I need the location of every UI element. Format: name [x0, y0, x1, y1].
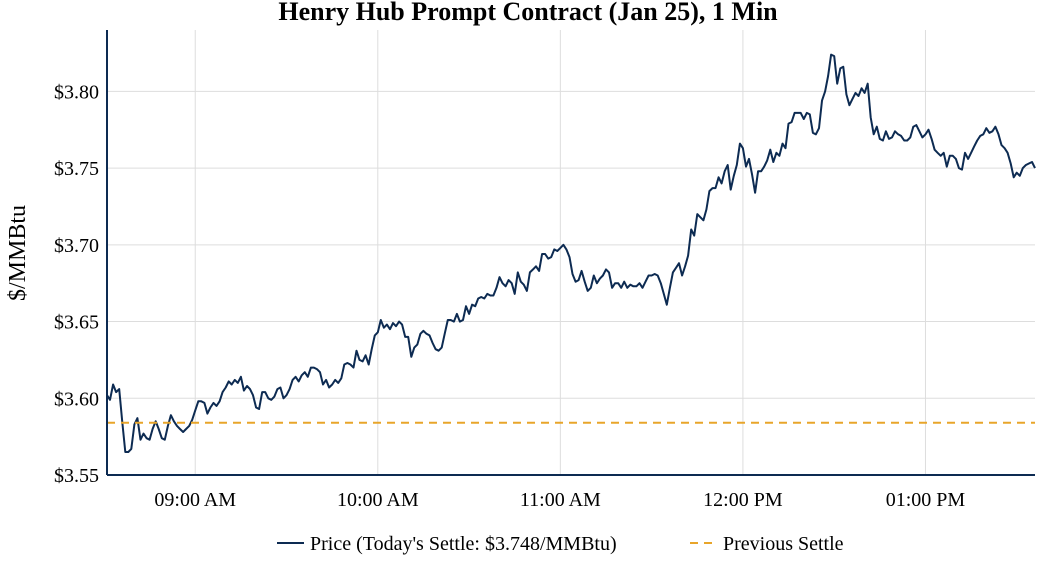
y-tick-label: $3.75 [54, 158, 99, 180]
y-tick-label: $3.80 [54, 81, 99, 103]
grid [107, 30, 1035, 475]
x-tick-label: 11:00 AM [520, 489, 601, 511]
y-tick-label: $3.60 [54, 388, 99, 410]
x-tick-label: 10:00 AM [337, 489, 419, 511]
price-line [106, 53, 1036, 453]
x-tick-label: 12:00 PM [703, 489, 783, 511]
y-axis-label: $/MMBtu [5, 205, 31, 301]
legend: Price (Today's Settle: $3.748/MMBtu) Prev… [277, 533, 844, 555]
x-tick-label: 09:00 AM [154, 489, 236, 511]
legend-label-price: Price (Today's Settle: $3.748/MMBtu) [310, 533, 617, 555]
chart-title: Henry Hub Prompt Contract (Jan 25), 1 Mi… [278, 0, 778, 26]
series-layer [106, 53, 1036, 453]
y-tick-label: $3.70 [54, 235, 99, 257]
y-tick-label: $3.55 [54, 465, 99, 487]
y-tick-label: $3.65 [54, 312, 99, 334]
legend-label-previous-settle: Previous Settle [723, 533, 844, 555]
axes: $3.55 $3.60 $3.65 $3.70 $3.75 $3.80 09:00 AM 10… [54, 30, 1035, 511]
x-tick-label: 01:00 PM [886, 489, 966, 511]
